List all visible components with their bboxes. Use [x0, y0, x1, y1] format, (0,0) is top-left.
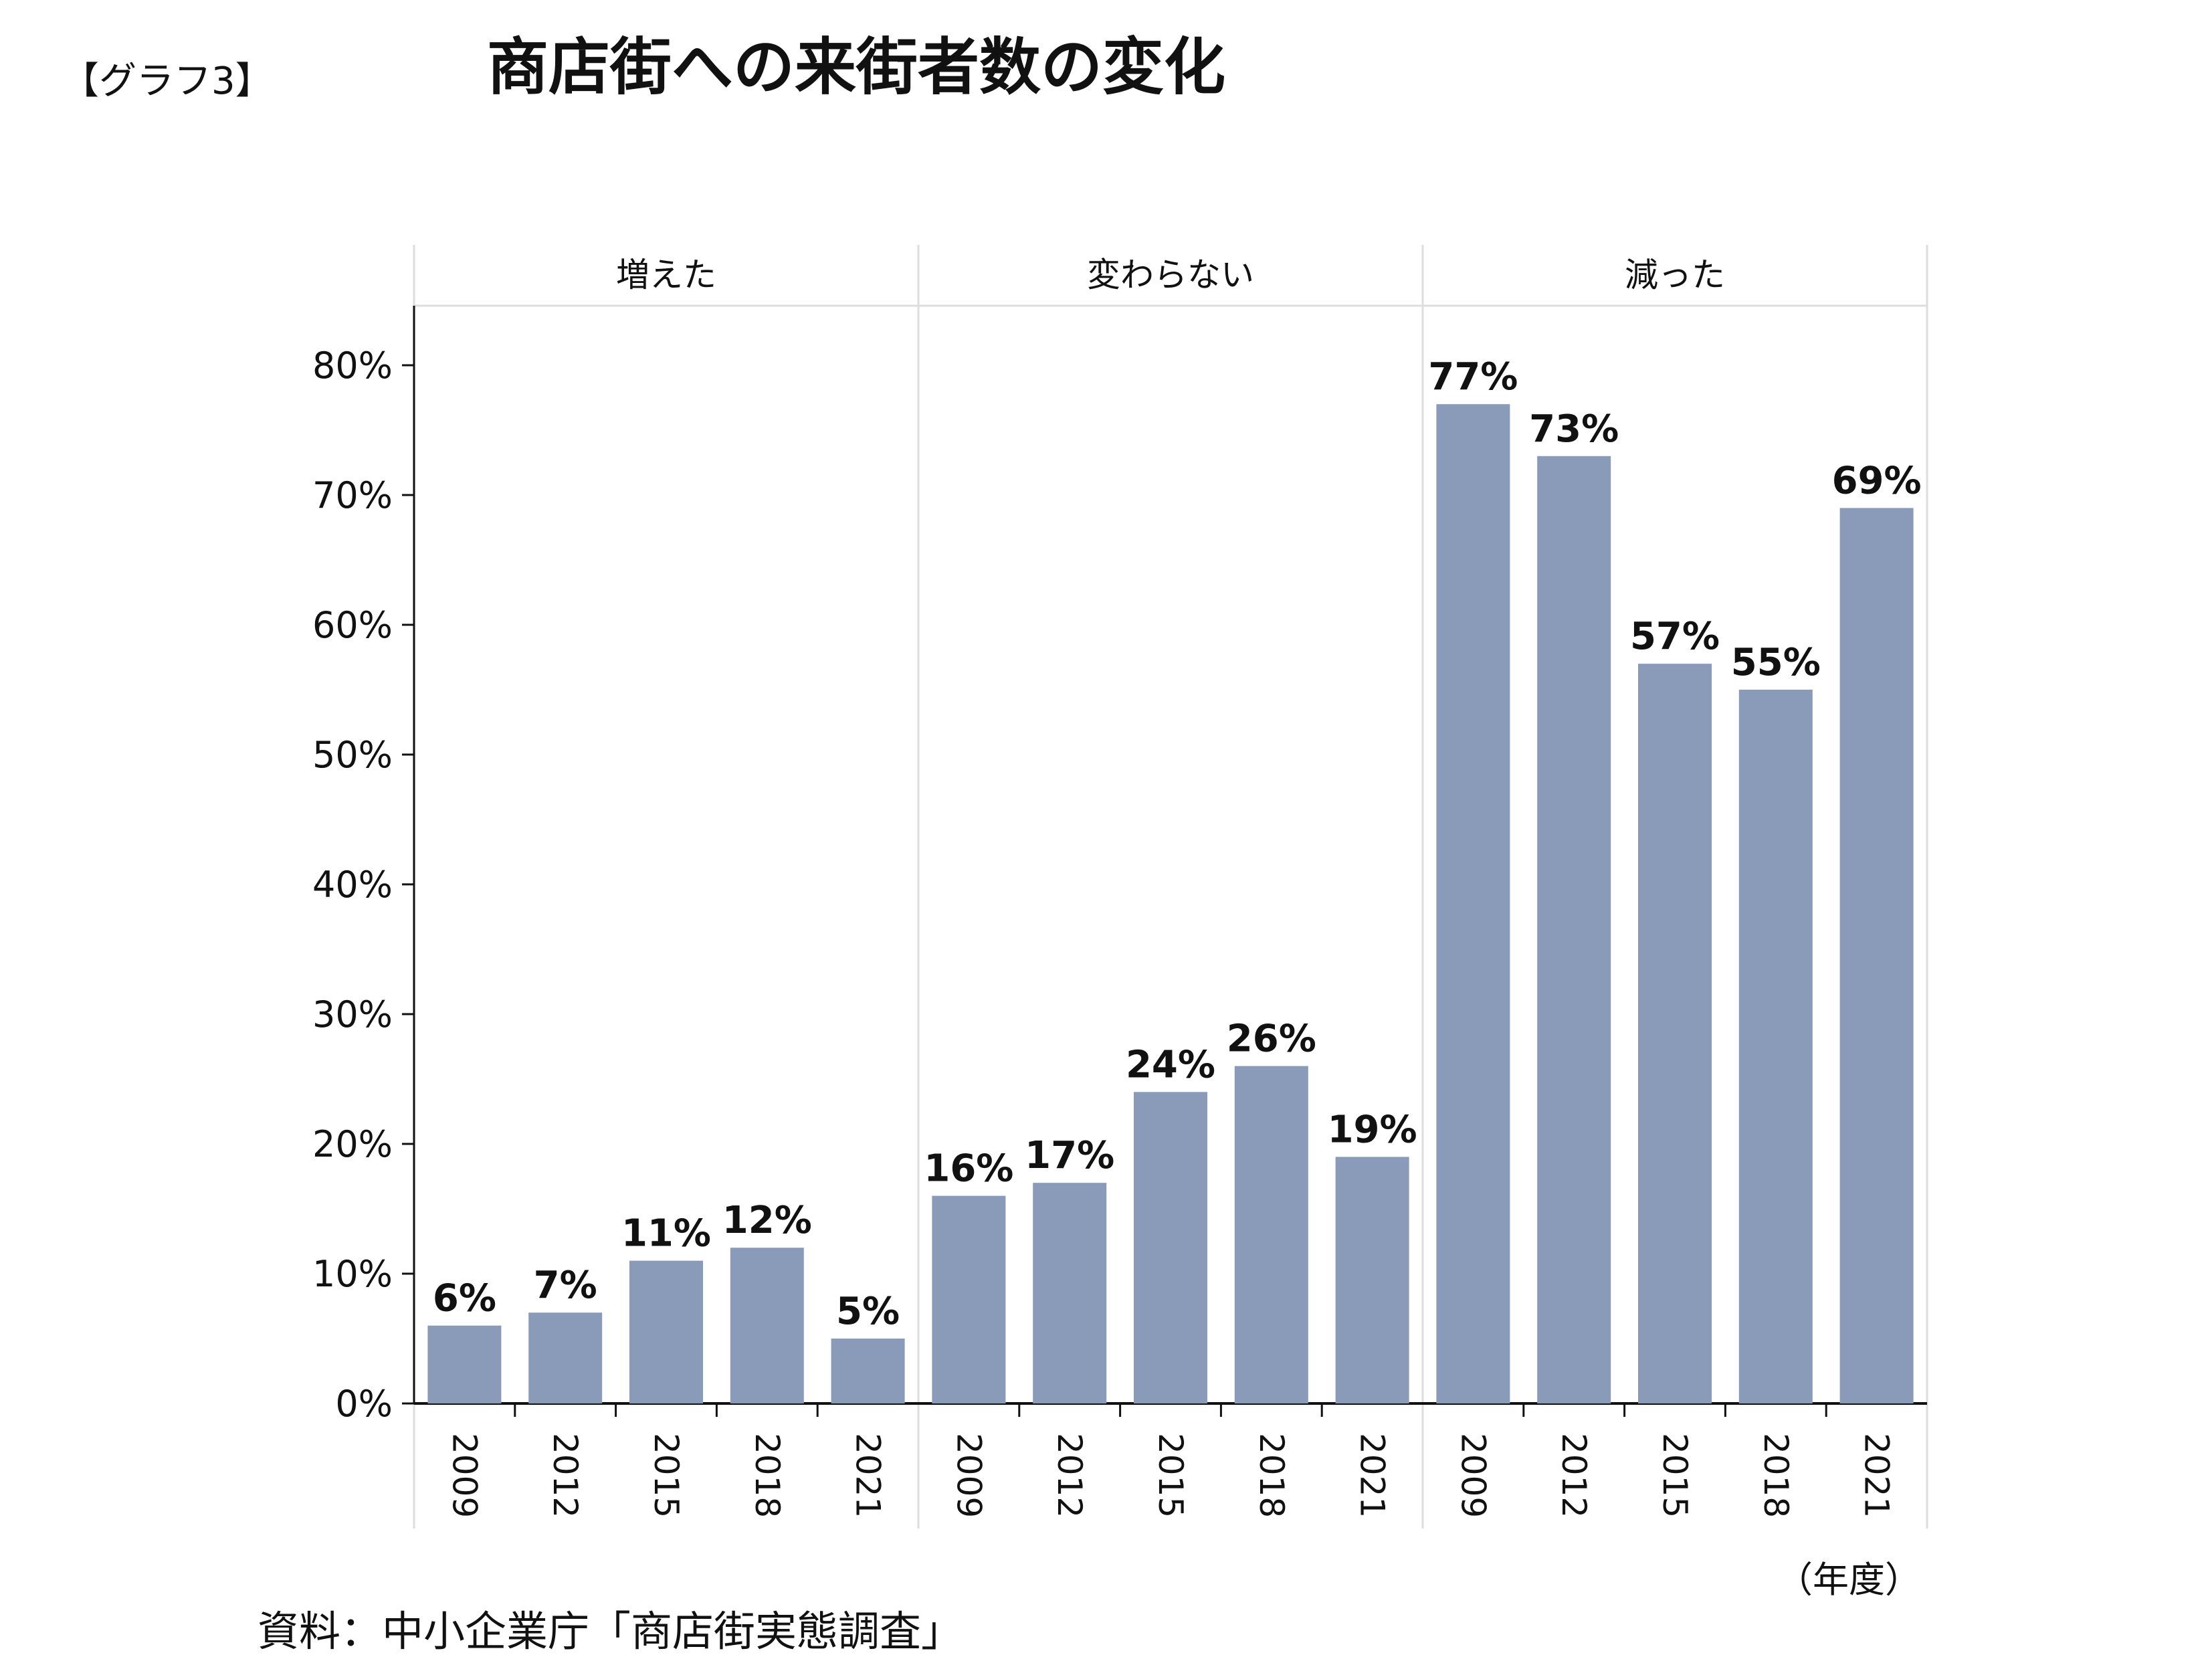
x-tick-label: 2015 [647, 1433, 686, 1518]
data-label: 24% [1126, 1043, 1215, 1086]
x-tick-label: 2012 [546, 1433, 585, 1518]
data-label: 17% [1025, 1134, 1114, 1177]
x-tick-label: 2015 [1655, 1433, 1694, 1518]
x-tick-label: 2018 [1252, 1433, 1291, 1518]
y-tick-label: 60% [312, 604, 393, 646]
bar [831, 1339, 905, 1403]
data-label: 69% [1832, 459, 1922, 502]
bar [1839, 508, 1914, 1403]
panel-title: 増えた [616, 256, 716, 294]
x-tick-label: 2018 [748, 1433, 787, 1518]
y-tick-label: 0% [335, 1383, 393, 1425]
x-tick-label: 2009 [949, 1433, 988, 1518]
bar [932, 1195, 1006, 1403]
x-tick-label: 2021 [1857, 1433, 1896, 1518]
x-tick-label: 2012 [1050, 1433, 1089, 1518]
bar [730, 1248, 804, 1403]
bar [1033, 1183, 1107, 1403]
x-tick-label: 2015 [1151, 1433, 1190, 1518]
data-label: 7% [534, 1264, 597, 1307]
data-label: 57% [1630, 615, 1720, 658]
panel-title: 減った [1625, 256, 1725, 294]
y-tick-label: 10% [312, 1253, 393, 1295]
chart-title: 商店街への来街者数の変化 [487, 31, 1225, 103]
y-tick-label: 70% [312, 474, 393, 516]
data-label: 19% [1328, 1108, 1417, 1151]
bar [1234, 1066, 1308, 1403]
plot-area: 0% 10% 20% 30% 40% 50% 60% 70% 80% 増えた 6% 2009 7% 201… [312, 245, 1928, 1529]
y-tick-label: 30% [312, 993, 393, 1036]
data-label: 55% [1731, 641, 1821, 684]
bar [427, 1325, 502, 1403]
y-tick-label: 50% [312, 734, 393, 776]
graph-label: 【グラフ3】 [62, 60, 273, 103]
bar [1537, 456, 1611, 1403]
data-label: 77% [1428, 355, 1518, 399]
x-tick-label: 2012 [1554, 1433, 1593, 1518]
source-note: 資料：中小企業庁「商店街実態調査」 [258, 1607, 963, 1656]
bar [1738, 690, 1813, 1403]
bar [1335, 1157, 1409, 1403]
y-tick-label: 20% [312, 1123, 393, 1165]
bar [528, 1312, 603, 1403]
bar [629, 1260, 703, 1403]
data-label: 11% [621, 1212, 711, 1256]
x-tick-label: 2021 [1353, 1433, 1392, 1518]
data-label: 12% [722, 1199, 812, 1242]
x-unit-label: （年度） [1777, 1559, 1921, 1601]
data-label: 26% [1227, 1017, 1316, 1061]
bar [1638, 664, 1712, 1404]
data-label: 6% [433, 1277, 496, 1321]
x-tick-label: 2009 [1453, 1433, 1492, 1518]
x-tick-label: 2009 [445, 1433, 484, 1518]
data-label: 73% [1529, 407, 1619, 451]
x-tick-label: 2018 [1756, 1433, 1795, 1518]
bar [1436, 404, 1510, 1404]
y-tick-label: 40% [312, 864, 393, 906]
data-label: 5% [836, 1290, 900, 1333]
panel-title: 変わらない [1087, 256, 1254, 294]
bar [1134, 1092, 1207, 1403]
x-tick-label: 2021 [849, 1433, 888, 1518]
y-tick-label: 80% [312, 345, 393, 387]
data-label: 16% [924, 1147, 1013, 1191]
